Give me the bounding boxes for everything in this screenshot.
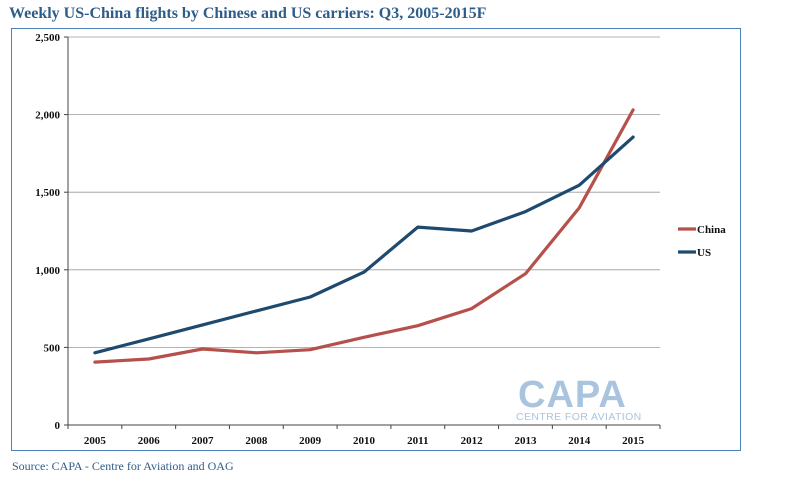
legend-label-us: US — [697, 247, 711, 259]
capa-logo-text: CAPA — [518, 374, 627, 416]
gridlines — [68, 36, 660, 348]
chart-frame — [11, 28, 741, 451]
y-tick-label: 1,500 — [35, 187, 60, 199]
series-line-us — [93, 135, 635, 355]
y-tick-label: 2,000 — [35, 110, 60, 122]
y-axis: 0 500 1,000 1,500 2,000 2,500 — [35, 32, 69, 432]
y-tick-label: 1,000 — [35, 265, 60, 277]
x-tick-label: 2011 — [407, 435, 428, 447]
x-tick-label: 2008 — [245, 435, 268, 447]
legend-label-china: China — [697, 224, 726, 236]
x-tick-label: 2010 — [353, 435, 376, 447]
series-lines — [93, 108, 635, 364]
series-line-china — [93, 108, 635, 364]
y-tick-label: 2,500 — [35, 32, 60, 44]
x-tick-label: 2013 — [514, 435, 537, 447]
legend: China US — [678, 224, 726, 259]
x-tick-label: 2007 — [192, 435, 215, 447]
x-tick-label: 2012 — [461, 435, 484, 447]
x-tick-label: 2005 — [84, 435, 107, 447]
y-tick-label: 0 — [55, 420, 61, 432]
x-axis: 2005 2006 2007 2008 2009 2010 2011 2012 2013 2014… — [67, 424, 661, 447]
chart-title: Weekly US-China flights by Chinese and U… — [9, 5, 487, 22]
y-tick-label: 500 — [44, 342, 61, 354]
capa-logo: CAPA CENTRE FOR AVIATION — [516, 374, 642, 423]
capa-logo-subtitle: CENTRE FOR AVIATION — [516, 411, 642, 423]
source-note: Source: CAPA - Centre for Aviation and O… — [12, 459, 234, 473]
x-tick-label: 2009 — [299, 435, 322, 447]
x-tick-label: 2006 — [138, 435, 161, 447]
x-tick-label: 2015 — [622, 435, 645, 447]
x-tick-label: 2014 — [568, 435, 591, 447]
